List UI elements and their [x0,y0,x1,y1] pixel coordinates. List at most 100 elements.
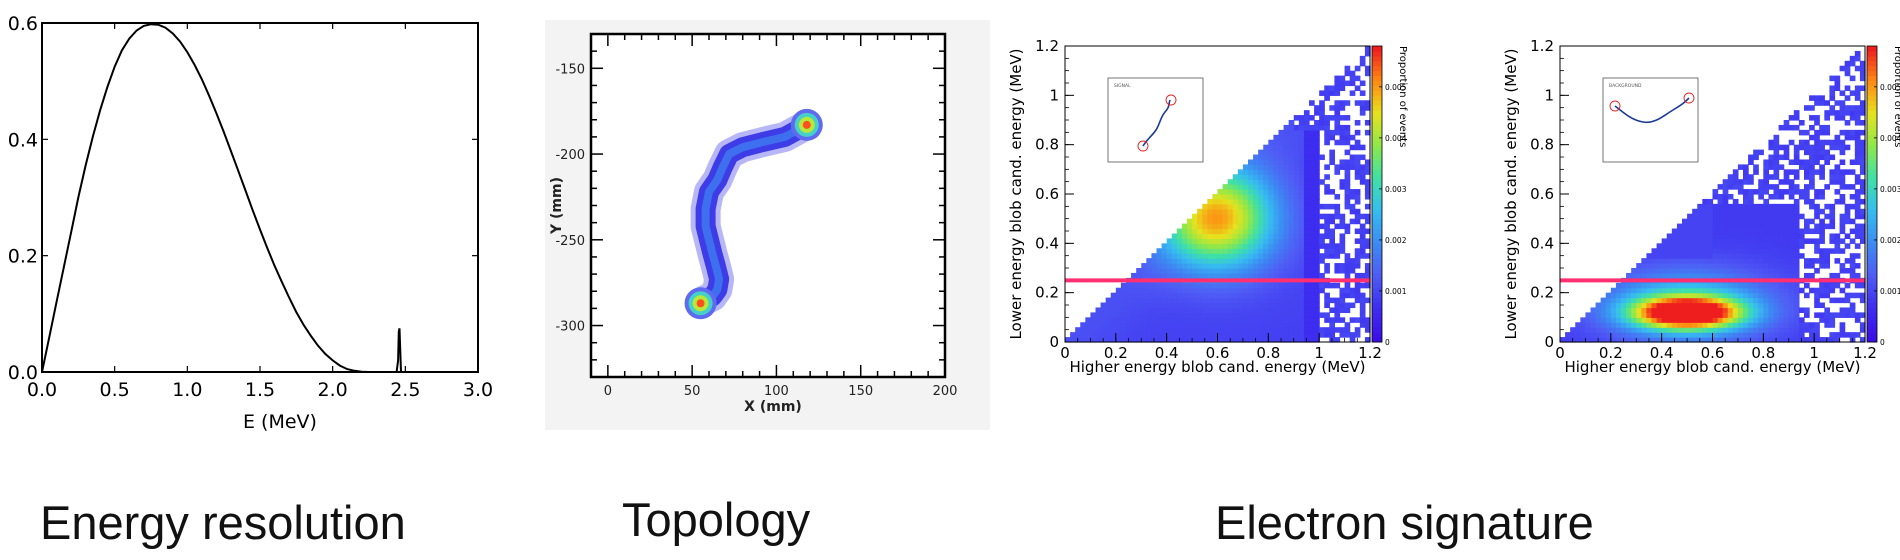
heatmap-cell [1758,322,1764,328]
heatmap-cell [1354,169,1361,175]
heatmap-cell [1120,287,1127,294]
heatmap-cell [1222,282,1229,289]
heatmap-cell [1105,322,1112,328]
heatmap-cell [1309,149,1315,156]
heatmap-cell [1166,302,1173,309]
heatmap-cell [1354,164,1361,170]
heatmap-cell [1181,233,1188,239]
heatmap-cell [1181,258,1188,264]
heatmap-cell [1197,243,1203,249]
heatmap-cell [1793,218,1800,225]
heatmap-cell [1253,317,1259,323]
heatmap-cell [1344,228,1351,235]
heatmap-cell [1783,248,1790,254]
heatmap-cell [1151,263,1158,269]
heatmap-cell [1712,292,1719,299]
heatmap-cell [1778,218,1785,225]
colorbar-tick-label: 0.003 [1385,185,1407,194]
heatmap-cell [1712,272,1719,279]
heatmap-cell [1309,100,1315,106]
heatmap-cell [1207,208,1214,215]
heatmap-cell [1354,253,1361,259]
heatmap-cell [1666,297,1673,304]
heatmap-cell [1212,268,1219,274]
heatmap-cell [1722,184,1729,190]
heatmap-cell [1273,184,1280,190]
heatmap-cell [1293,129,1300,136]
heatmap-cell [1136,327,1142,333]
heatmap-cell [1753,337,1759,343]
heatmap-cell [1359,144,1366,151]
heatmap-cell [1278,238,1285,244]
heatmap-cell [1268,203,1275,210]
heatmap-cell [1192,282,1198,289]
heatmap-cell [1732,307,1739,313]
heatmap-cell [1809,258,1815,264]
heatmap-cell [1748,292,1754,299]
heatmap-cell [1788,248,1795,254]
heatmap-cell [1788,238,1795,244]
heatmap-cell [1303,272,1310,279]
heatmap-cell [1809,179,1815,185]
heatmap-cell [1692,243,1698,249]
colorbar-segment [1867,287,1877,294]
heatmap-cell [1156,258,1163,264]
heatmap-cell [1707,253,1714,259]
heatmap-cell [1334,120,1341,126]
heatmap-cell [1314,169,1320,175]
heatmap-cell [1676,282,1683,289]
heatmap-cell [1697,243,1703,249]
heatmap-cell [1293,194,1300,200]
heatmap-cell [1344,100,1351,106]
heatmap-cell [1288,272,1295,279]
heatmap-cell [1293,287,1300,294]
heatmap-cell [1181,223,1188,230]
heatmap-cell [1166,263,1173,269]
heatmap-cell [1697,223,1703,230]
heatmap-cell [1283,272,1290,279]
heatmap-cell [1854,233,1861,239]
heatmap-cell [1615,282,1622,289]
heatmap-cell [1595,317,1602,323]
heatmap-cell [1232,268,1239,274]
heatmap-cell [1737,287,1744,294]
heatmap-cell [1120,337,1127,343]
heatmap-cell [1349,218,1356,225]
heatmap-cell [1309,144,1315,151]
heatmap-cell [1788,139,1795,146]
colorbar-tick-label: 0.002 [1385,236,1407,245]
heatmap-cell [1859,110,1866,116]
heatmap-cell [1687,213,1693,220]
heatmap-cell [1354,332,1361,338]
heatmap-cell [1824,322,1831,328]
heatmap-cell [1095,327,1102,333]
heatmap-cell [1248,218,1254,225]
heatmap-cell [1131,317,1137,323]
heatmap-cell [1110,302,1117,309]
heatmap-cell [1232,287,1239,294]
y-tick-label: 0 [1544,333,1554,351]
heatmap-cell [1293,248,1300,254]
heatmap-cell [1615,327,1622,333]
heatmap-cell [1212,282,1219,289]
heatmap-cell [1364,50,1371,57]
heatmap-cell [1192,317,1198,323]
heatmap-cell [1359,302,1366,309]
heatmap-cell [1207,253,1214,259]
heatmap-cell [1273,322,1280,328]
heatmap-cell [1702,327,1709,333]
heatmap-cell [1707,223,1714,230]
heatmap-cell [1309,297,1315,304]
heatmap-cell [1314,282,1320,289]
heatmap-cell [1859,179,1866,185]
heatmap-cell [1319,332,1325,338]
heatmap-cell [1788,258,1795,264]
heatmap-cell [1278,154,1285,161]
colorbar-segment [1867,169,1877,175]
heatmap-cell [1354,218,1361,225]
heatmap-cell [1319,287,1325,294]
heatmap-cell [1768,164,1775,170]
heatmap-cell [1110,312,1117,318]
colorbar-segment [1372,218,1382,225]
heatmap-cell [1666,327,1673,333]
